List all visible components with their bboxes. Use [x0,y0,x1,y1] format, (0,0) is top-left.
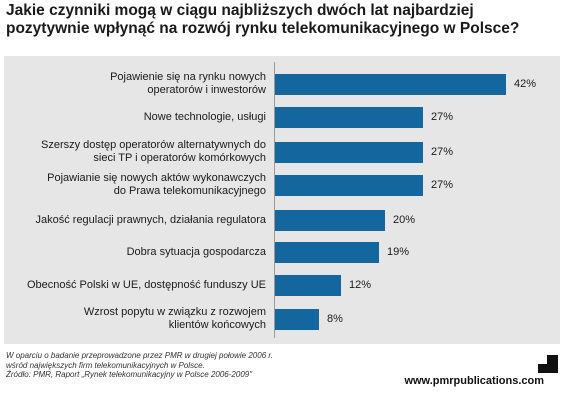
value-label: 20% [393,214,416,226]
website-link[interactable]: www.pmrpublications.com [404,375,544,387]
bar [275,275,341,296]
bar [275,74,506,95]
category-label: Wzrost popytu w związku z rozwojem klient… [83,306,266,331]
chart-panel: Pojawienie się na rynku nowych operatorów… [4,56,560,344]
bar-row: Nowe technologie, usługi 27% [4,101,560,133]
pmr-logo-mark [538,355,558,373]
footnote: W oparciu o badanie przeprowadzone przez… [6,351,356,380]
category-label: Obecność Polski w UE, dostępność fundusz… [26,278,266,291]
bar [275,107,423,128]
value-label: 27% [431,146,454,158]
value-label: 27% [431,111,454,123]
value-label: 42% [514,78,537,90]
value-label: 27% [431,179,454,191]
bar [275,175,423,196]
footnote-line-1: W oparciu o badanie przeprowadzone przez… [6,351,273,360]
chart-title: Jakie czynniki mogą w ciągu najbliższych… [6,2,562,38]
category-label: Dobra sytuacja gospodarcza [126,245,266,258]
axis-line [274,62,275,338]
footnote-line-3: Źródło: PMR, Raport „Rynek telekomunikac… [6,370,253,379]
bar [275,309,319,330]
bar-row: Pojawienie się na rynku nowych operatorów… [4,68,560,100]
category-label: Pojawianie się nowych aktów wykonawczych… [47,172,266,197]
bar-row: Obecność Polski w UE, dostępność fundusz… [4,269,560,301]
value-label: 19% [387,246,410,258]
category-label: Jakość regulacji prawnych, działania reg… [35,213,266,226]
bar-row: Jakość regulacji prawnych, działania reg… [4,204,560,236]
bar-row: Szerszy dostęp operatorów alternatywnych… [4,136,560,168]
category-label: Nowe technologie, usługi [143,110,266,123]
bar-row: Dobra sytuacja gospodarcza 19% [4,236,560,268]
bar [275,142,423,163]
chart-title-line-2: pozytywnie wpłynąć na rozwój rynku telek… [6,20,520,37]
bar [275,210,385,231]
bar-row: Wzrost popytu w związku z rozwojem klient… [4,303,560,335]
bar-row: Pojawianie się nowych aktów wykonawczych… [4,169,560,201]
bar [275,242,379,263]
value-label: 8% [327,313,343,325]
value-label: 12% [349,279,372,291]
chart-title-line-1: Jakie czynniki mogą w ciągu najbliższych… [6,2,474,19]
category-label: Szerszy dostęp operatorów alternatywnych… [40,139,266,164]
footnote-line-2: wśród największych firm telekomunikacyjn… [6,360,205,370]
category-label: Pojawienie się na rynku nowych operatorów… [110,71,266,96]
